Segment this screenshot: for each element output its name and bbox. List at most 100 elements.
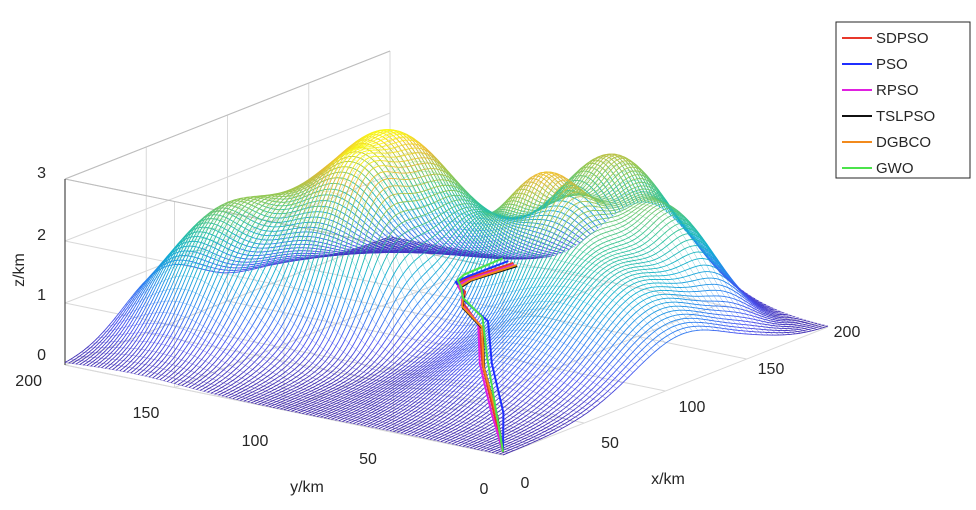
mesh-line	[144, 345, 149, 351]
mesh-line	[362, 174, 366, 178]
mesh-line	[134, 316, 138, 322]
mesh-line	[142, 349, 146, 354]
mesh-line	[227, 381, 231, 385]
mesh-line	[169, 377, 173, 381]
mesh-line	[161, 280, 166, 287]
mesh-line	[252, 206, 256, 210]
mesh-line	[190, 306, 195, 313]
mesh-line	[238, 313, 242, 320]
mesh-line	[100, 344, 105, 349]
mesh-line	[118, 318, 123, 323]
mesh-line	[134, 302, 138, 308]
mesh-line	[130, 332, 135, 338]
mesh-line	[208, 359, 212, 364]
mesh-line	[157, 296, 161, 303]
mesh-line	[272, 335, 277, 340]
mesh-line	[113, 362, 118, 366]
mesh-line	[213, 346, 217, 352]
mesh-line	[427, 198, 432, 204]
mesh-line	[81, 358, 85, 362]
mesh-line	[189, 291, 193, 298]
mesh-line	[383, 180, 387, 186]
mesh-line	[116, 359, 120, 363]
mesh-line	[209, 233, 213, 236]
mesh-line	[406, 223, 411, 228]
mesh-line	[228, 311, 232, 318]
mesh-line	[440, 207, 445, 213]
mesh-line	[190, 368, 194, 372]
mesh-line	[168, 277, 173, 284]
mesh-line	[199, 363, 203, 368]
mesh-line	[202, 320, 207, 327]
mesh-line	[351, 211, 355, 215]
mesh-line	[208, 337, 212, 343]
mesh-line	[350, 196, 354, 199]
mesh-line	[237, 374, 242, 377]
mesh-line	[233, 368, 237, 372]
mesh-line	[335, 248, 338, 251]
mesh-line	[81, 351, 86, 355]
mesh-line	[178, 269, 183, 277]
mesh-line	[189, 269, 194, 277]
mesh-line	[204, 307, 209, 314]
mesh-line	[320, 222, 324, 225]
mesh-line	[183, 378, 187, 382]
mesh-line	[132, 324, 137, 330]
mesh-line	[215, 342, 220, 348]
mesh-line	[148, 362, 152, 366]
mesh-line	[175, 270, 179, 277]
mesh-line	[188, 283, 192, 291]
mesh-line	[238, 362, 242, 367]
mesh-line	[103, 352, 108, 357]
mesh-line	[234, 276, 239, 283]
mesh-line	[178, 315, 182, 322]
mesh-line	[263, 275, 268, 282]
mesh-line	[189, 299, 194, 306]
mesh-line	[119, 357, 123, 361]
mesh-line	[191, 256, 195, 258]
mesh-line	[248, 283, 252, 290]
mesh-line	[405, 144, 409, 149]
mesh-line	[89, 361, 93, 365]
mesh-line	[200, 350, 204, 355]
mesh-line	[132, 365, 136, 369]
mesh-line	[209, 251, 213, 254]
mesh-line	[77, 358, 81, 361]
mesh-line	[195, 316, 200, 323]
mesh-line	[272, 268, 277, 275]
mesh-line	[158, 306, 163, 313]
mesh-line	[424, 233, 429, 238]
mesh-line	[135, 305, 139, 311]
mesh-line	[261, 224, 265, 226]
mesh-line	[156, 352, 161, 357]
mesh-line	[120, 360, 124, 364]
mesh-line	[234, 339, 239, 344]
mesh-line	[142, 364, 146, 368]
mesh-line	[356, 246, 360, 249]
mesh-line	[110, 341, 115, 346]
mesh-line	[377, 199, 382, 204]
mesh-line	[100, 352, 104, 356]
mesh-line	[328, 212, 332, 215]
mesh-line	[176, 376, 180, 380]
mesh-line	[251, 221, 256, 227]
mesh-line	[165, 300, 169, 308]
mesh-line	[158, 361, 162, 365]
mesh-line	[246, 329, 250, 335]
mesh-line	[178, 249, 183, 256]
mesh-line	[238, 280, 242, 287]
mesh-line	[231, 226, 235, 229]
mesh-line	[149, 313, 153, 319]
mesh-line	[184, 282, 189, 290]
mesh-line	[174, 314, 179, 321]
mesh-line	[173, 260, 177, 268]
mesh-line	[262, 265, 266, 268]
mesh-line	[231, 358, 235, 363]
mesh-line	[397, 136, 401, 139]
mesh-line	[239, 348, 243, 353]
mesh-line	[345, 232, 349, 235]
mesh-line	[135, 336, 139, 342]
mesh-line	[264, 346, 269, 351]
mesh-line	[134, 332, 138, 338]
mesh-line	[252, 297, 257, 304]
